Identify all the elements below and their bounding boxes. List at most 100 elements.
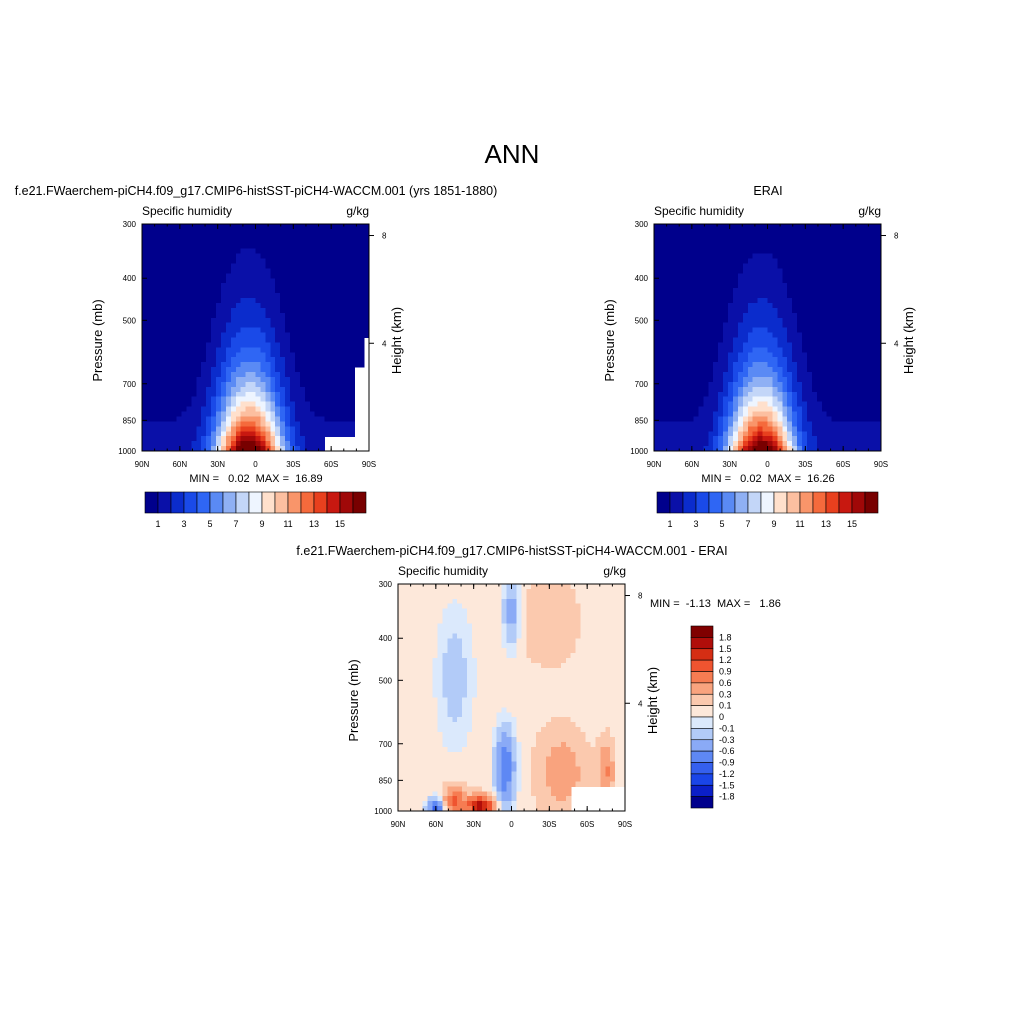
heatmap-cell bbox=[747, 391, 754, 398]
heatmap-cell bbox=[220, 401, 227, 408]
heatmap-cell bbox=[196, 243, 202, 250]
heatmap-cell bbox=[230, 263, 237, 270]
heatmap-cell bbox=[742, 446, 749, 452]
heatmap-cell bbox=[688, 268, 695, 274]
heatmap-cell bbox=[201, 258, 207, 265]
heatmap-cell bbox=[201, 446, 207, 452]
heatmap-cell bbox=[407, 771, 414, 778]
heatmap-cell bbox=[452, 643, 458, 649]
heatmap-cell bbox=[245, 372, 252, 378]
heatmap-cell bbox=[708, 302, 714, 309]
heatmap-cell bbox=[762, 332, 769, 339]
heatmap-cell bbox=[407, 746, 414, 753]
heatmap-cell bbox=[339, 263, 345, 270]
heatmap-cell bbox=[171, 421, 178, 427]
heatmap-cell bbox=[250, 263, 257, 270]
heatmap-cell bbox=[851, 446, 857, 452]
colorbar-label: 13 bbox=[309, 519, 319, 529]
heatmap-cell bbox=[752, 411, 759, 418]
heatmap-cell bbox=[698, 396, 704, 403]
heatmap-cell bbox=[831, 347, 838, 353]
heatmap-cell bbox=[412, 643, 419, 649]
heatmap-cell bbox=[836, 411, 843, 418]
heatmap-cell bbox=[861, 224, 867, 230]
heatmap-cell bbox=[230, 352, 237, 358]
heatmap-cell bbox=[782, 446, 788, 452]
heatmap-cell bbox=[442, 588, 448, 595]
heatmap-cell bbox=[757, 298, 764, 304]
heatmap-cell bbox=[161, 362, 168, 368]
heatmap-cell bbox=[802, 228, 808, 235]
heatmap-cell bbox=[737, 357, 744, 363]
heatmap-cell bbox=[156, 273, 163, 279]
heatmap-cell bbox=[156, 243, 163, 250]
heatmap-cell bbox=[861, 401, 867, 408]
heatmap-cell bbox=[334, 248, 340, 255]
heatmap-cell bbox=[797, 332, 803, 339]
heatmap-cell bbox=[206, 243, 212, 250]
heatmap-cell bbox=[146, 436, 153, 442]
heatmap-cell bbox=[802, 367, 808, 373]
heatmap-cell bbox=[826, 307, 833, 314]
heatmap-cell bbox=[270, 376, 276, 383]
heatmap-cell bbox=[698, 406, 704, 413]
heatmap-cell bbox=[304, 248, 311, 255]
heatmap-cell bbox=[142, 342, 148, 348]
heatmap-cell bbox=[708, 263, 714, 270]
heatmap-cell bbox=[417, 692, 424, 699]
heatmap-cell bbox=[344, 238, 350, 245]
heatmap-cell bbox=[314, 224, 321, 230]
colorbar-label: 9 bbox=[259, 519, 264, 529]
heatmap-cell bbox=[230, 248, 237, 255]
panel-erai-plot: 90N 60N 30N 0 30S 60S 90S300400500700850100084… bbox=[602, 220, 916, 469]
heatmap-cell bbox=[698, 248, 704, 255]
heatmap-cell bbox=[166, 233, 173, 240]
heatmap-cell bbox=[861, 268, 867, 274]
heatmap-cell bbox=[732, 381, 739, 388]
heatmap-cell bbox=[816, 386, 823, 393]
heatmap-cell bbox=[762, 322, 769, 329]
heatmap-cell bbox=[708, 342, 714, 348]
heatmap-cell bbox=[146, 391, 153, 398]
heatmap-cell bbox=[821, 446, 828, 452]
heatmap-cell bbox=[285, 401, 291, 408]
heatmap-cell bbox=[206, 238, 212, 245]
heatmap-cell bbox=[457, 756, 463, 763]
heatmap-cell bbox=[673, 381, 680, 388]
heatmap-cell bbox=[742, 426, 749, 432]
heatmap-cell bbox=[871, 298, 877, 304]
heatmap-cell bbox=[275, 376, 281, 383]
panel-diff: f.e21.FWaerchem-piCH4.f09_g17.CMIP6-hist… bbox=[296, 544, 780, 829]
heatmap-cell bbox=[299, 332, 306, 339]
heatmap-cell bbox=[402, 746, 409, 753]
heatmap-cell bbox=[718, 322, 724, 329]
heatmap-cell bbox=[230, 436, 237, 442]
heatmap-cell bbox=[732, 268, 739, 274]
heatmap-cell bbox=[708, 372, 714, 378]
heatmap-cell bbox=[142, 431, 148, 437]
heatmap-cell bbox=[841, 283, 848, 289]
colorbar-label: 1 bbox=[667, 519, 672, 529]
heatmap-cell bbox=[220, 228, 227, 235]
heatmap-cell bbox=[324, 332, 331, 339]
heatmap-cell bbox=[737, 446, 744, 452]
heatmap-cell bbox=[290, 386, 296, 393]
heatmap-cell bbox=[422, 732, 429, 738]
heatmap-cell bbox=[240, 357, 247, 363]
heatmap-cell bbox=[782, 268, 788, 274]
heatmap-cell bbox=[447, 796, 453, 802]
heatmap-cell bbox=[412, 648, 419, 654]
heatmap-cell bbox=[211, 273, 217, 279]
heatmap-cell bbox=[826, 357, 833, 363]
heatmap-cell bbox=[806, 337, 813, 344]
heatmap-cell bbox=[683, 416, 690, 422]
heatmap-cell bbox=[398, 618, 404, 625]
heatmap-cell bbox=[324, 421, 331, 427]
heatmap-cell bbox=[294, 446, 301, 452]
heatmap-cell bbox=[762, 421, 769, 427]
heatmap-cell bbox=[285, 288, 291, 294]
heatmap-cell bbox=[452, 756, 458, 763]
heatmap-cell bbox=[767, 347, 774, 353]
heatmap-cell bbox=[698, 372, 704, 378]
heatmap-cell bbox=[255, 248, 262, 255]
